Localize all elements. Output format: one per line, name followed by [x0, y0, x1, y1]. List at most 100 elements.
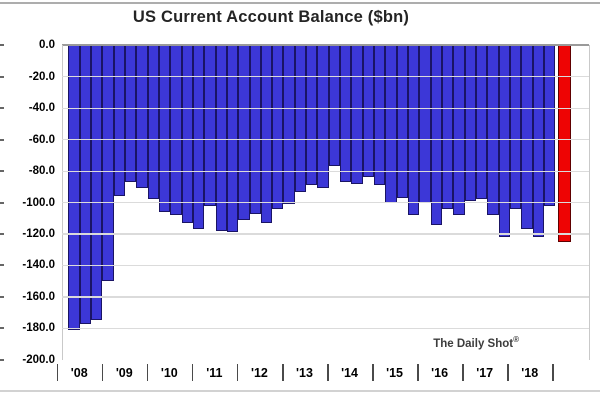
bar [510, 45, 522, 209]
x-axis-tick [101, 364, 104, 381]
top-border-line [0, 2, 600, 4]
bar [102, 45, 114, 282]
bar [158, 45, 171, 212]
gridline [62, 170, 589, 172]
bar [170, 45, 182, 216]
y-axis-tick-mark [0, 170, 4, 173]
y-axis-tick-label: 0.0 [39, 39, 55, 52]
y-axis-tick-mark [0, 264, 4, 267]
bar [306, 45, 318, 186]
x-axis-tick [417, 364, 419, 381]
bar [532, 45, 544, 238]
bar [113, 45, 125, 197]
bar [374, 45, 386, 186]
x-axis-tick [236, 364, 239, 381]
y-axis-tick-mark [0, 233, 4, 235]
bar [238, 45, 250, 220]
bar [272, 45, 284, 209]
y-axis-tick-label: -160.0 [22, 290, 55, 303]
bar [79, 45, 91, 324]
x-axis-tick [462, 364, 464, 381]
bar [408, 45, 420, 216]
bar [543, 45, 556, 206]
x-axis-tick [281, 364, 284, 381]
bar [249, 45, 261, 214]
x-axis-tick [56, 364, 59, 381]
bar [90, 45, 103, 321]
y-axis-tick-mark [0, 138, 4, 141]
bar [124, 45, 137, 183]
x-axis-tick [191, 364, 194, 381]
plot-right-border [589, 45, 590, 360]
x-axis-year-label: '11 [206, 366, 223, 380]
y-axis-tick-label: -60.0 [28, 133, 55, 146]
x-axis-year-label: '08 [70, 366, 88, 380]
y-axis-tick-label: -80.0 [28, 165, 55, 178]
y-axis-tick-label: -180.0 [22, 322, 55, 335]
bar [68, 45, 80, 330]
bar [385, 45, 397, 203]
bar [351, 45, 363, 184]
x-axis-year-label: '14 [341, 366, 358, 380]
x-axis-tick [552, 364, 554, 381]
y-axis-tick-label: -140.0 [22, 259, 55, 272]
gridline [62, 107, 589, 109]
bar [147, 45, 159, 200]
x-axis-year-label: '13 [296, 366, 313, 380]
gridline [62, 264, 589, 267]
bar [464, 45, 477, 201]
y-axis-tick-mark [0, 201, 4, 204]
zero-gridline [62, 44, 589, 47]
attribution-text: The Daily Shot [433, 337, 514, 350]
registered-mark: ® [513, 335, 519, 344]
bar [453, 45, 465, 216]
y-axis-tick-mark [0, 107, 4, 110]
bar [419, 45, 431, 203]
bar [181, 45, 193, 223]
attribution: The Daily Shot® [433, 335, 519, 350]
bar [442, 45, 454, 209]
x-axis-tick [372, 364, 374, 381]
highlighted-bar [557, 45, 571, 242]
bar [498, 45, 510, 238]
gridline [62, 327, 589, 330]
x-axis-year-label: '09 [115, 366, 133, 380]
bar [487, 45, 499, 216]
y-axis-tick-mark [0, 75, 4, 78]
bar [328, 45, 341, 167]
bar [340, 45, 352, 183]
gridline [62, 139, 589, 141]
y-axis-tick-label: -100.0 [22, 196, 55, 209]
bar [396, 45, 409, 198]
y-axis-tick-label: -40.0 [28, 102, 55, 115]
y-axis-tick-label: -20.0 [28, 70, 55, 83]
bar [476, 45, 488, 200]
bar [136, 45, 148, 189]
bar [362, 45, 375, 178]
y-axis-tick-mark [0, 295, 4, 298]
y-axis-tick-mark [0, 327, 4, 330]
bar [204, 45, 216, 206]
x-axis-tick [146, 364, 149, 381]
x-axis-year-label: '12 [250, 366, 268, 380]
x-axis-year-label: '16 [431, 366, 449, 380]
gridline [62, 76, 589, 78]
gridline [62, 233, 589, 235]
chart-title: US Current Account Balance ($bn) [132, 8, 410, 26]
x-axis-year-label: '17 [476, 366, 494, 380]
x-axis-tick [327, 364, 329, 381]
bottom-border-line [0, 390, 600, 392]
y-axis-tick-label: -120.0 [22, 228, 55, 240]
x-axis-year-label: '15 [386, 366, 404, 380]
bar [430, 45, 443, 225]
bar [317, 45, 329, 189]
y-axis-tick-label: -200.0 [22, 353, 55, 366]
bar [283, 45, 295, 205]
y-axis-tick-mark [0, 358, 4, 361]
gridline [62, 201, 589, 204]
gridline [62, 296, 589, 298]
x-axis-year-label: '10 [160, 366, 178, 380]
x-axis-year-label: '18 [521, 366, 539, 380]
x-axis-tick [507, 364, 509, 381]
